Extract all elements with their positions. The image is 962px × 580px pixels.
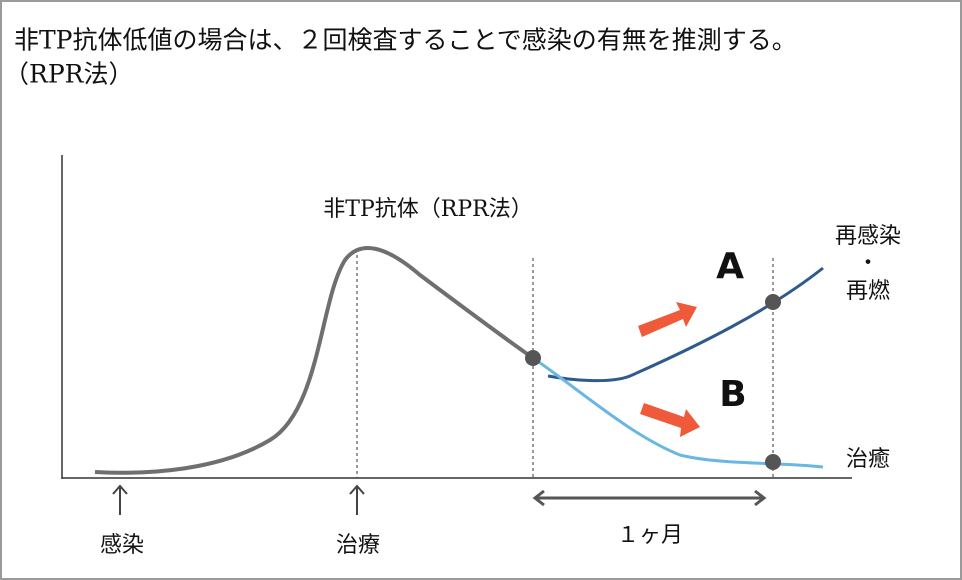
title: 非TP抗体低値の場合は、２回検査することで感染の有無を推測する。: [14, 26, 797, 55]
axes: [61, 155, 852, 479]
markers: [112, 484, 767, 515]
up-arrow: [112, 484, 128, 515]
test-point: [525, 350, 541, 366]
relapse-label: ・: [857, 251, 879, 276]
label-a: A: [716, 246, 744, 287]
test-point: [765, 294, 781, 310]
subtitle: （RPR法）: [4, 60, 133, 89]
relapse-label: 再感染: [835, 224, 901, 249]
arrow-a: [638, 302, 697, 337]
up-arrow: [349, 484, 365, 515]
cure-label: 治癒: [846, 447, 890, 472]
treatment-label: 治療: [336, 533, 380, 558]
period-label: １ヶ月: [617, 523, 683, 548]
relapse-label: 再燃: [846, 279, 890, 304]
arrow-b: [640, 403, 700, 437]
infection-label: 感染: [100, 533, 144, 558]
curve-label: 非TP抗体（RPR法）: [323, 197, 532, 222]
test-point: [765, 454, 781, 470]
antibody-curve: [94, 246, 535, 475]
label-b: B: [719, 374, 746, 415]
period-arrow: [532, 489, 767, 507]
